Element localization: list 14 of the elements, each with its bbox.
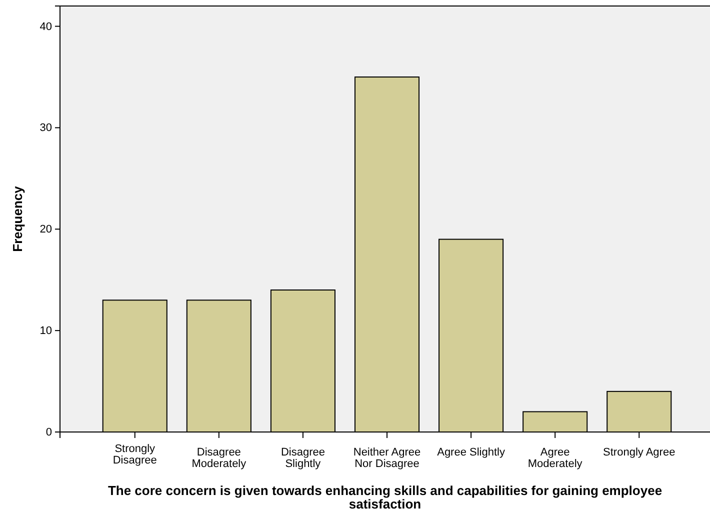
x-tick-label: Disagree Moderately [192, 446, 247, 470]
x-tick-label: Agree Moderately [528, 446, 583, 470]
x-tick-label: Disagree Slightly [280, 446, 325, 470]
x-tick-label: Neither Agree Nor Disagree [353, 446, 421, 470]
y-axis-title: Frequency [10, 185, 25, 252]
y-tick-label: 0 [46, 426, 52, 439]
y-tick-label: 20 [40, 224, 52, 236]
y-tick-label: 40 [40, 20, 52, 33]
x-tick-label: Strongly Disagree [112, 442, 157, 466]
x-tick-label: Agree Slightly [437, 446, 506, 459]
x-tick-label: Strongly Agree [603, 446, 676, 459]
x-axis-title: The core concern is given towards enhancing skills and capabilities for gaining employee satisfaction [108, 483, 662, 512]
y-tick-label: 30 [40, 122, 52, 134]
y-tick-label: 10 [40, 325, 52, 338]
